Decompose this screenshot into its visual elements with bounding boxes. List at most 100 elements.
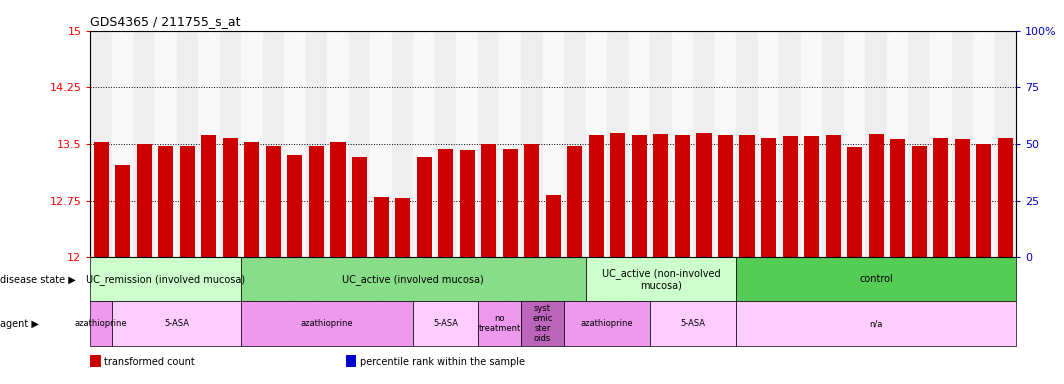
- Bar: [460, 150, 475, 257]
- Bar: [801, 31, 822, 257]
- Bar: [155, 31, 177, 257]
- Bar: [284, 31, 305, 257]
- Bar: [481, 144, 496, 257]
- Bar: [736, 301, 1016, 346]
- Bar: [779, 31, 801, 257]
- Bar: [933, 138, 948, 257]
- Text: transformed count: transformed count: [104, 357, 195, 367]
- Text: 5-ASA: 5-ASA: [164, 319, 189, 328]
- Text: azathioprine: azathioprine: [581, 319, 633, 328]
- Text: azathioprine: azathioprine: [74, 319, 128, 328]
- Bar: [222, 138, 238, 257]
- Bar: [761, 138, 776, 257]
- Bar: [521, 31, 543, 257]
- Bar: [653, 134, 668, 257]
- Bar: [891, 139, 905, 257]
- Bar: [305, 31, 328, 257]
- Bar: [521, 301, 564, 346]
- Bar: [632, 135, 647, 257]
- Bar: [180, 146, 195, 257]
- Text: GDS4365 / 211755_s_at: GDS4365 / 211755_s_at: [90, 15, 240, 28]
- Bar: [804, 136, 819, 257]
- Text: azathioprine: azathioprine: [301, 319, 353, 328]
- Bar: [112, 31, 133, 257]
- Bar: [136, 144, 152, 257]
- Bar: [331, 142, 346, 257]
- Text: 5-ASA: 5-ASA: [681, 319, 705, 328]
- Bar: [564, 31, 585, 257]
- Bar: [782, 136, 798, 257]
- Bar: [201, 135, 216, 257]
- Bar: [998, 138, 1013, 257]
- Bar: [826, 135, 841, 257]
- Bar: [159, 146, 173, 257]
- Bar: [865, 31, 887, 257]
- Bar: [564, 301, 650, 346]
- Bar: [287, 155, 302, 257]
- Bar: [977, 144, 992, 257]
- Bar: [115, 165, 130, 257]
- Bar: [370, 31, 392, 257]
- Bar: [675, 135, 689, 257]
- Bar: [133, 31, 155, 257]
- Bar: [349, 31, 370, 257]
- Bar: [650, 301, 736, 346]
- Bar: [266, 146, 281, 257]
- Bar: [413, 301, 478, 346]
- Bar: [328, 31, 349, 257]
- Text: n/a: n/a: [869, 319, 883, 328]
- Bar: [887, 31, 909, 257]
- Bar: [435, 31, 456, 257]
- Bar: [502, 149, 518, 257]
- Bar: [499, 31, 521, 257]
- Bar: [546, 195, 561, 257]
- Bar: [90, 301, 112, 346]
- Bar: [847, 147, 862, 257]
- Bar: [585, 257, 736, 301]
- Bar: [263, 31, 284, 257]
- Bar: [438, 149, 453, 257]
- Bar: [974, 31, 995, 257]
- Bar: [736, 31, 758, 257]
- Bar: [912, 146, 927, 257]
- Bar: [995, 31, 1016, 257]
- Bar: [352, 157, 367, 257]
- Bar: [373, 197, 388, 257]
- Bar: [219, 31, 242, 257]
- Bar: [478, 31, 499, 257]
- Bar: [718, 135, 733, 257]
- Bar: [650, 31, 671, 257]
- Bar: [585, 31, 608, 257]
- Bar: [739, 135, 754, 257]
- Bar: [392, 31, 413, 257]
- Bar: [245, 142, 260, 257]
- Bar: [611, 133, 626, 257]
- Bar: [395, 199, 410, 257]
- Bar: [697, 133, 712, 257]
- Bar: [567, 146, 582, 257]
- Bar: [909, 31, 930, 257]
- Bar: [822, 31, 844, 257]
- Text: percentile rank within the sample: percentile rank within the sample: [360, 357, 525, 367]
- Bar: [543, 31, 564, 257]
- Text: 5-ASA: 5-ASA: [433, 319, 459, 328]
- Bar: [588, 135, 604, 257]
- Bar: [868, 134, 884, 257]
- Bar: [242, 257, 585, 301]
- Text: UC_remission (involved mucosa): UC_remission (involved mucosa): [86, 274, 246, 285]
- Text: control: control: [860, 274, 893, 285]
- Bar: [242, 31, 263, 257]
- Bar: [456, 31, 478, 257]
- Bar: [694, 31, 715, 257]
- Bar: [90, 31, 112, 257]
- Bar: [198, 31, 219, 257]
- Text: disease state ▶: disease state ▶: [0, 274, 76, 285]
- Bar: [112, 301, 242, 346]
- Text: syst
emic
ster
oids: syst emic ster oids: [532, 305, 552, 343]
- Bar: [736, 257, 1016, 301]
- Text: UC_active (non-involved
mucosa): UC_active (non-involved mucosa): [601, 268, 720, 291]
- Bar: [608, 31, 629, 257]
- Text: no
treatment: no treatment: [479, 314, 520, 333]
- Bar: [242, 301, 413, 346]
- Bar: [309, 146, 325, 257]
